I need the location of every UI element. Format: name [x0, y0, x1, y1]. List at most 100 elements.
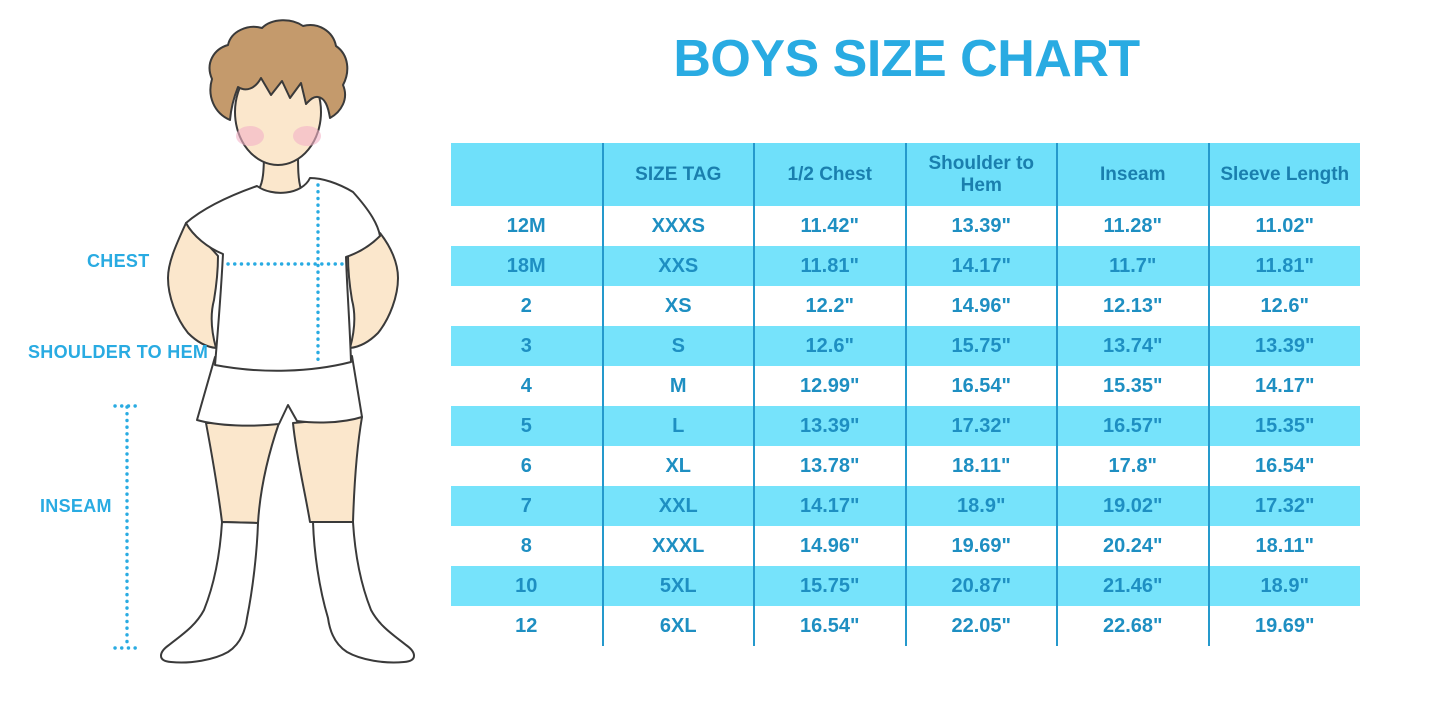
- boy-leg-left: [205, 422, 280, 524]
- table-cell: XXXS: [601, 206, 754, 246]
- table-cell: 2: [520, 294, 532, 317]
- table-cell: 5: [451, 406, 603, 446]
- table-cell: S: [601, 326, 754, 366]
- table-row: 12 6XL 16.54" 22.05" 22.68" 19.69": [451, 606, 1360, 646]
- table-cell: 5XL: [601, 566, 754, 606]
- table-cell: 20.24": [1056, 526, 1209, 566]
- table-cell: 18.9": [1207, 566, 1360, 606]
- table-cell: 14.96": [753, 526, 906, 566]
- shoulder-to-hem-label: SHOULDER TO HEM: [28, 342, 209, 362]
- table-cell: 16.54": [1207, 446, 1360, 486]
- table-cell: 14.17": [1207, 366, 1360, 406]
- boy-shirt: [185, 177, 381, 372]
- column-header: SIZE TAG: [601, 143, 754, 206]
- table-cell: 6XL: [601, 606, 754, 646]
- table-cell: 13.39": [753, 406, 906, 446]
- column-header: Sleeve Length: [1207, 143, 1360, 206]
- page-title: BOYS SIZE CHART: [673, 30, 1140, 88]
- table-cell: 17.8": [1056, 446, 1209, 486]
- table-cell: 15.35": [1056, 366, 1209, 406]
- table-cell: 12.99": [753, 366, 906, 406]
- table-cell: 19.02": [1056, 486, 1209, 526]
- table-cell: 8: [520, 534, 532, 557]
- table-cell: L: [601, 406, 754, 446]
- table-cell: 14.96": [904, 286, 1057, 326]
- table-cell: 22.68": [1056, 606, 1209, 646]
- boy-illustration: [0, 0, 450, 723]
- table-cell: 12.2": [753, 286, 906, 326]
- column-header: Inseam: [1056, 143, 1209, 206]
- table-row: 3 S 12.6" 15.75" 13.74" 13.39": [451, 326, 1360, 366]
- header-row: SIZE TAG 1/2 Chest Shoulder to Hem Inseam Sl…: [451, 143, 1360, 206]
- table-cell: 7: [451, 486, 603, 526]
- table-cell: 20.87": [904, 566, 1057, 606]
- table-cell: 15.35": [1207, 406, 1360, 446]
- table-cell: 18.11": [904, 446, 1057, 486]
- table-cell: 15.75": [904, 326, 1057, 366]
- table-cell: 11.02": [1207, 206, 1360, 246]
- table-cell: 12.6": [1207, 286, 1360, 326]
- table-cell: 18M: [451, 246, 603, 286]
- table-cell: 6: [520, 454, 532, 477]
- size-table: SIZE TAG 1/2 Chest Shoulder to Hem Inseam Sl…: [451, 143, 1360, 646]
- column-header: [451, 143, 603, 206]
- table-cell: 18.9": [904, 486, 1057, 526]
- table-cell: 11.42": [753, 206, 906, 246]
- table-cell: 16.54": [753, 606, 906, 646]
- table-cell: 22.05": [904, 606, 1057, 646]
- table-cell: 17.32": [1207, 486, 1360, 526]
- table-cell: 15.75": [753, 566, 906, 606]
- table-cell: 12: [515, 614, 538, 637]
- table-cell: 12M: [506, 214, 546, 237]
- table-cell: 4: [520, 374, 532, 397]
- table-cell: 12.6": [753, 326, 906, 366]
- table-row: 8 XXXL 14.96" 19.69" 20.24" 18.11": [451, 526, 1360, 566]
- table-row: 18M XXS 11.81" 14.17" 11.7" 11.81": [451, 246, 1360, 286]
- table-row: 10 5XL 15.75" 20.87" 21.46" 18.9": [451, 566, 1360, 606]
- table-cell: XXXL: [601, 526, 754, 566]
- table-cell: 21.46": [1056, 566, 1209, 606]
- boy-cheek-right: [293, 126, 321, 146]
- boy-illustration-svg: [113, 19, 415, 664]
- table-cell: 12.13": [1056, 286, 1209, 326]
- table-cell: 11.28": [1056, 206, 1209, 246]
- table-cell: 11.7": [1056, 246, 1209, 286]
- table-cell: XXS: [601, 246, 754, 286]
- table-cell: 10: [451, 566, 603, 606]
- table-cell: 13.74": [1056, 326, 1209, 366]
- table-cell: 11.81": [1207, 246, 1360, 286]
- table-cell: 11.81": [753, 246, 906, 286]
- table-cell: XXL: [601, 486, 754, 526]
- table-cell: 17.32": [904, 406, 1057, 446]
- boy-sock-right: [312, 521, 415, 664]
- table-row: 6 XL 13.78" 18.11" 17.8" 16.54": [451, 446, 1360, 486]
- boy-hair: [208, 19, 349, 121]
- table-row: 12M XXXS 11.42" 13.39" 11.28" 11.02": [451, 206, 1360, 246]
- table-row: 5 L 13.39" 17.32" 16.57" 15.35": [451, 406, 1360, 446]
- table-cell: 14.17": [904, 246, 1057, 286]
- size-table-header: SIZE TAG 1/2 Chest Shoulder to Hem Inseam Sl…: [451, 143, 1360, 206]
- table-cell: 16.54": [904, 366, 1057, 406]
- table-cell: M: [601, 366, 754, 406]
- boy-cheek-left: [236, 126, 264, 146]
- boy-sock-left: [160, 521, 259, 664]
- table-cell: 13.39": [904, 206, 1057, 246]
- table-cell: 13.39": [1207, 326, 1360, 366]
- chest-label: CHEST: [87, 251, 150, 271]
- table-row: 7 XXL 14.17" 18.9" 19.02" 17.32": [451, 486, 1360, 526]
- table-cell: XS: [601, 286, 754, 326]
- table-cell: 14.17": [753, 486, 906, 526]
- inseam-label: INSEAM: [40, 496, 112, 516]
- column-header: 1/2 Chest: [753, 143, 906, 206]
- table-cell: 19.69": [904, 526, 1057, 566]
- column-header: Shoulder to Hem: [904, 143, 1057, 206]
- table-cell: 19.69": [1207, 606, 1360, 646]
- boy-leg-right: [292, 416, 363, 523]
- table-cell: 13.78": [753, 446, 906, 486]
- table-cell: XL: [601, 446, 754, 486]
- table-cell: 3: [451, 326, 603, 366]
- table-row: 2 XS 12.2" 14.96" 12.13" 12.6": [451, 286, 1360, 326]
- size-table-body: 12M XXXS 11.42" 13.39" 11.28" 11.02" 18M XXS 11.…: [451, 206, 1360, 646]
- table-row: 4 M 12.99" 16.54" 15.35" 14.17": [451, 366, 1360, 406]
